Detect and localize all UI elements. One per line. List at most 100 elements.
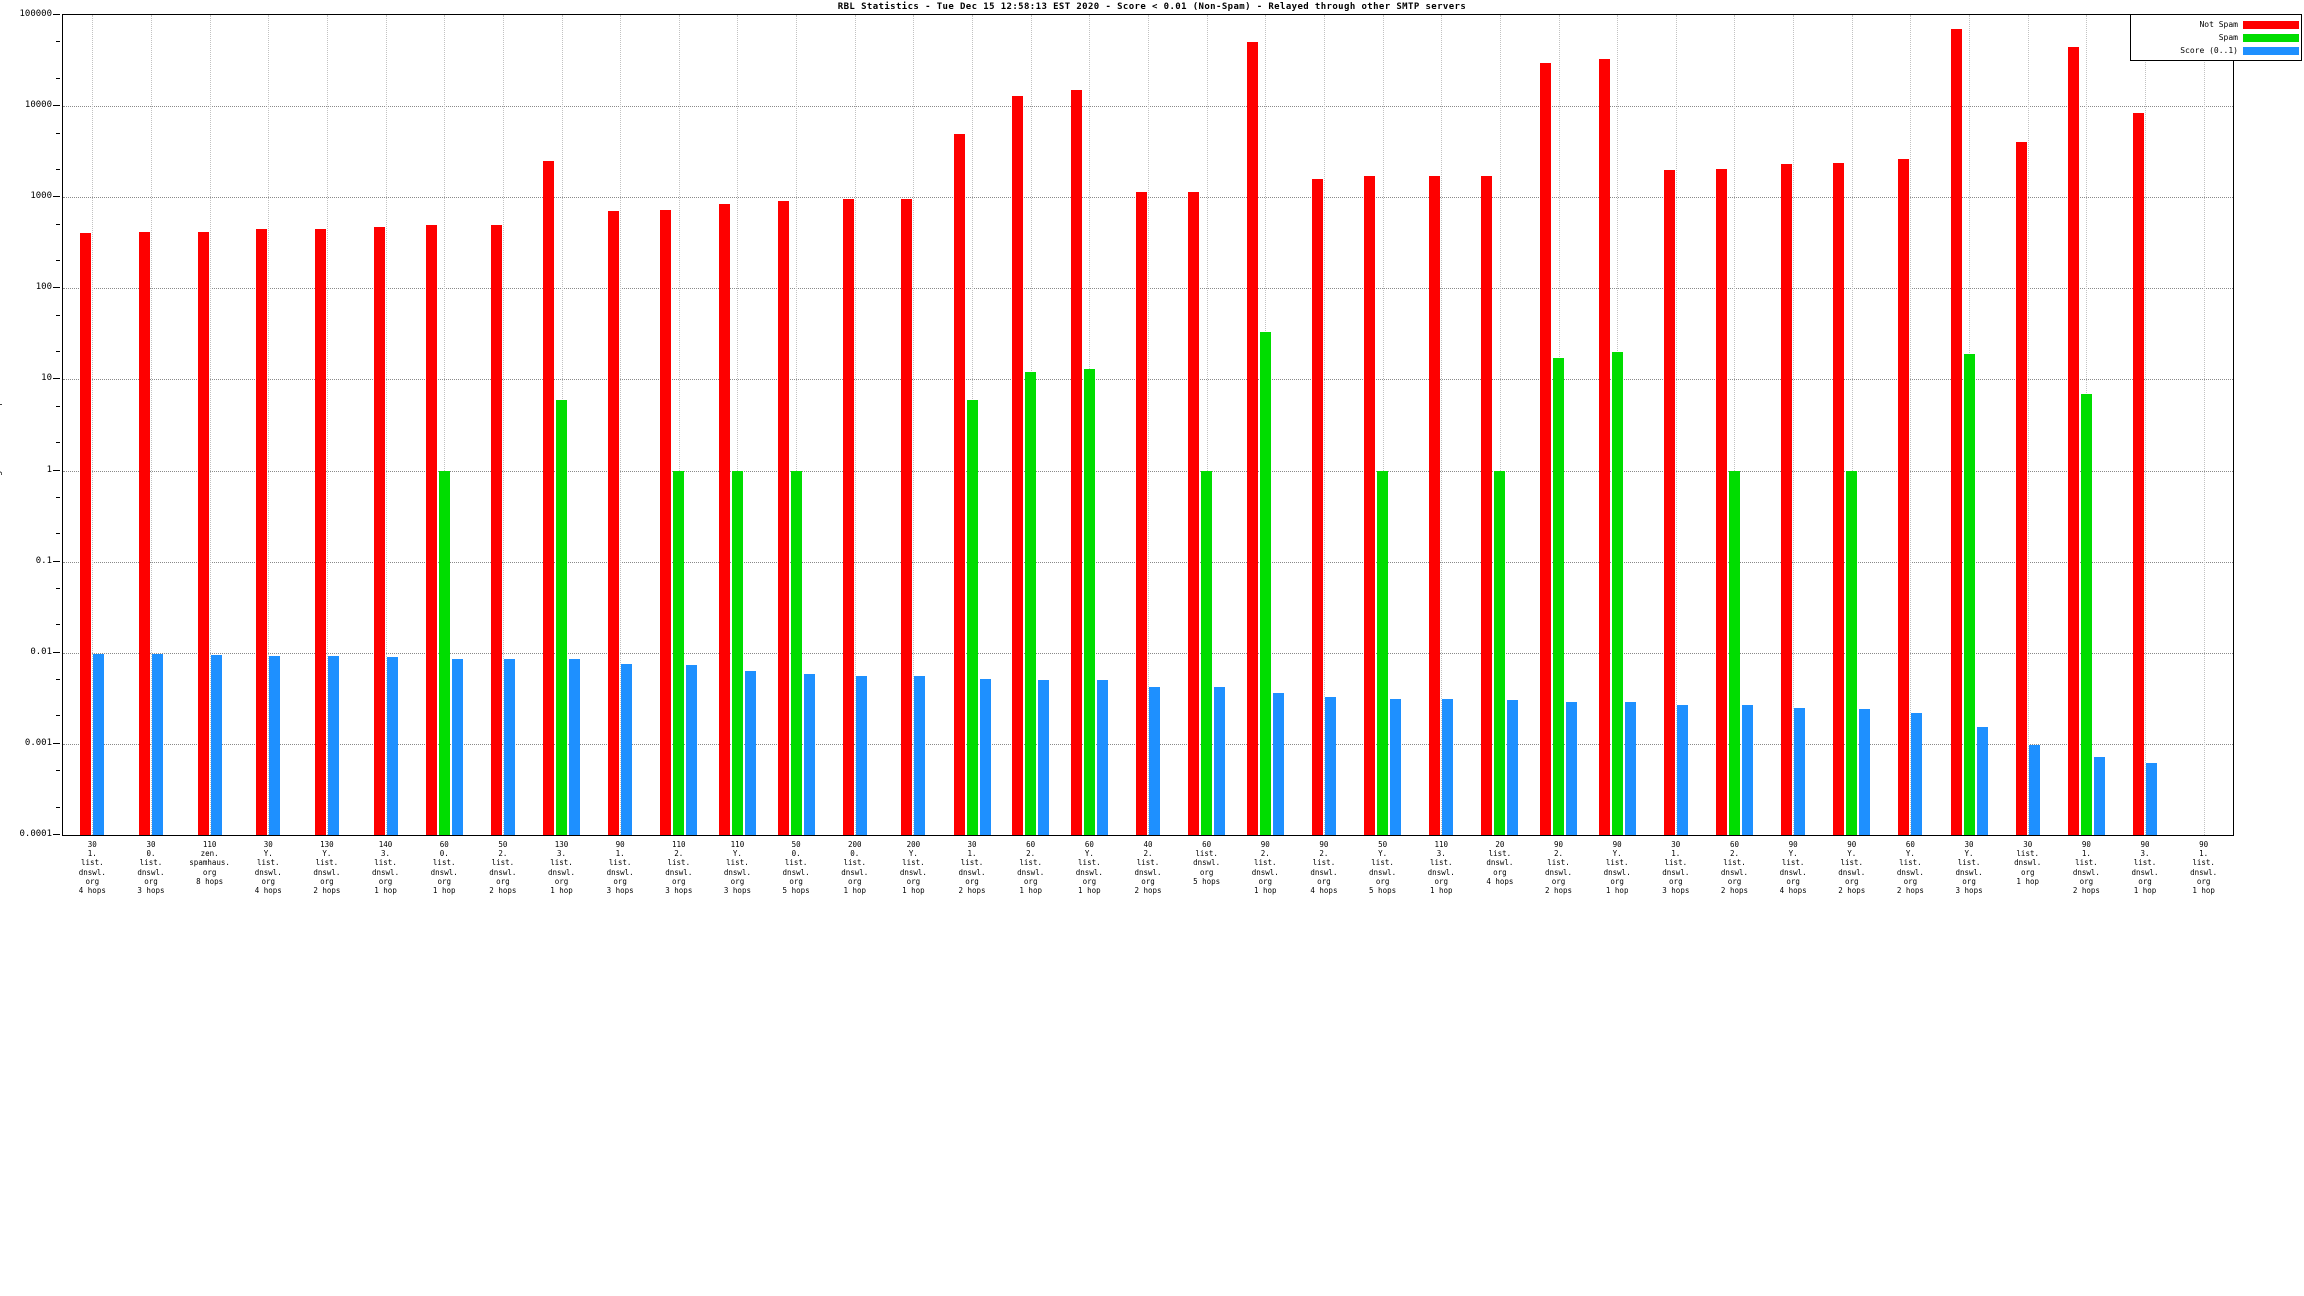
bar-group[interactable] <box>591 15 650 835</box>
bar-spam[interactable] <box>1377 470 1389 835</box>
bar-spam[interactable] <box>1963 354 1975 835</box>
bar-score[interactable] <box>327 656 339 835</box>
bar-spam[interactable] <box>1083 369 1095 835</box>
bar-not-spam[interactable] <box>1950 29 1962 835</box>
bar-spam[interactable] <box>790 470 802 835</box>
bar-group[interactable] <box>943 15 1002 835</box>
bar-score[interactable] <box>1911 712 1923 835</box>
bar-group[interactable] <box>1764 15 1823 835</box>
bar-spam[interactable] <box>1728 470 1740 835</box>
bar-spam[interactable] <box>1259 332 1271 835</box>
bar-group[interactable] <box>1647 15 1706 835</box>
bar-spam[interactable] <box>1611 352 1623 835</box>
bar-spam[interactable] <box>1846 470 1858 835</box>
bar-group[interactable] <box>1060 15 1119 835</box>
bar-not-spam[interactable] <box>842 199 854 835</box>
bar-spam[interactable] <box>438 470 450 835</box>
bar-score[interactable] <box>1859 709 1871 835</box>
bar-score[interactable] <box>269 656 281 835</box>
bar-not-spam[interactable] <box>1070 90 1082 835</box>
bar-score[interactable] <box>914 676 926 835</box>
bar-not-spam[interactable] <box>1364 176 1376 835</box>
bar-not-spam[interactable] <box>1481 176 1493 835</box>
bar-score[interactable] <box>1390 699 1402 835</box>
bar-score[interactable] <box>1507 700 1519 835</box>
bar-group[interactable] <box>122 15 181 835</box>
bar-score[interactable] <box>1976 726 1988 835</box>
bar-not-spam[interactable] <box>660 209 672 835</box>
bar-group[interactable] <box>1001 15 1060 835</box>
bar-group[interactable] <box>2057 15 2116 835</box>
bar-not-spam[interactable] <box>256 228 268 835</box>
bar-not-spam[interactable] <box>1429 176 1441 835</box>
bar-group[interactable] <box>1940 15 1999 835</box>
bar-score[interactable] <box>803 674 815 835</box>
bar-not-spam[interactable] <box>777 201 789 835</box>
bar-score[interactable] <box>93 653 105 835</box>
bar-score[interactable] <box>1676 704 1688 835</box>
bar-score[interactable] <box>686 665 698 835</box>
bar-not-spam[interactable] <box>608 211 620 835</box>
bar-spam[interactable] <box>2080 393 2092 835</box>
bar-score[interactable] <box>151 654 163 835</box>
bar-score[interactable] <box>2093 756 2105 835</box>
bar-not-spam[interactable] <box>543 160 554 835</box>
bar-group[interactable] <box>1998 15 2057 835</box>
bar-not-spam[interactable] <box>373 227 385 835</box>
bar-score[interactable] <box>744 671 756 835</box>
bar-score[interactable] <box>1624 701 1636 835</box>
bar-spam[interactable] <box>1201 470 1213 835</box>
legend-spam[interactable]: Spam <box>2131 31 2299 44</box>
bar-group[interactable] <box>708 15 767 835</box>
bar-group[interactable] <box>63 15 122 835</box>
bar-not-spam[interactable] <box>718 203 730 835</box>
bar-not-spam[interactable] <box>1781 164 1793 835</box>
bar-group[interactable] <box>1705 15 1764 835</box>
bar-score[interactable] <box>386 657 398 835</box>
bar-group[interactable] <box>1529 15 1588 835</box>
bar-spam[interactable] <box>731 470 743 835</box>
bar-group[interactable] <box>1412 15 1471 835</box>
bar-group[interactable] <box>1822 15 1881 835</box>
bar-group[interactable] <box>415 15 474 835</box>
bar-not-spam[interactable] <box>1246 42 1258 835</box>
bar-score[interactable] <box>1272 693 1284 835</box>
bar-not-spam[interactable] <box>138 231 150 835</box>
bar-score[interactable] <box>1741 704 1753 835</box>
bar-group[interactable] <box>2174 15 2233 835</box>
bar-not-spam[interactable] <box>1188 191 1200 835</box>
bar-score[interactable] <box>2146 762 2157 835</box>
bar-score[interactable] <box>855 676 867 835</box>
bar-score[interactable] <box>1038 680 1050 835</box>
bar-not-spam[interactable] <box>1715 168 1727 835</box>
bar-score[interactable] <box>451 658 463 835</box>
legend-not-spam[interactable]: Not Spam <box>2131 18 2299 31</box>
bar-spam[interactable] <box>673 470 685 835</box>
bar-not-spam[interactable] <box>1012 95 1024 835</box>
bar-not-spam[interactable] <box>2133 112 2144 835</box>
bar-score[interactable] <box>1148 687 1160 835</box>
bar-group[interactable] <box>1353 15 1412 835</box>
bar-group[interactable] <box>1471 15 1530 835</box>
bar-not-spam[interactable] <box>1540 62 1552 835</box>
bar-not-spam[interactable] <box>953 133 965 835</box>
bar-group[interactable] <box>884 15 943 835</box>
bar-group[interactable] <box>2116 15 2175 835</box>
bar-score[interactable] <box>1442 699 1454 835</box>
bar-not-spam[interactable] <box>2015 142 2027 835</box>
bar-not-spam[interactable] <box>1663 169 1675 835</box>
bar-group[interactable] <box>649 15 708 835</box>
bar-group[interactable] <box>1177 15 1236 835</box>
bar-score[interactable] <box>621 664 633 835</box>
bar-group[interactable] <box>1119 15 1178 835</box>
bar-group[interactable] <box>1236 15 1295 835</box>
bar-group[interactable] <box>1295 15 1354 835</box>
bar-score[interactable] <box>210 654 222 835</box>
bar-score[interactable] <box>1794 707 1806 835</box>
bar-not-spam[interactable] <box>2067 46 2079 835</box>
bar-score[interactable] <box>569 659 580 835</box>
bar-group[interactable] <box>825 15 884 835</box>
bar-not-spam[interactable] <box>1311 178 1323 835</box>
bar-group[interactable] <box>1881 15 1940 835</box>
bar-not-spam[interactable] <box>1135 191 1147 835</box>
